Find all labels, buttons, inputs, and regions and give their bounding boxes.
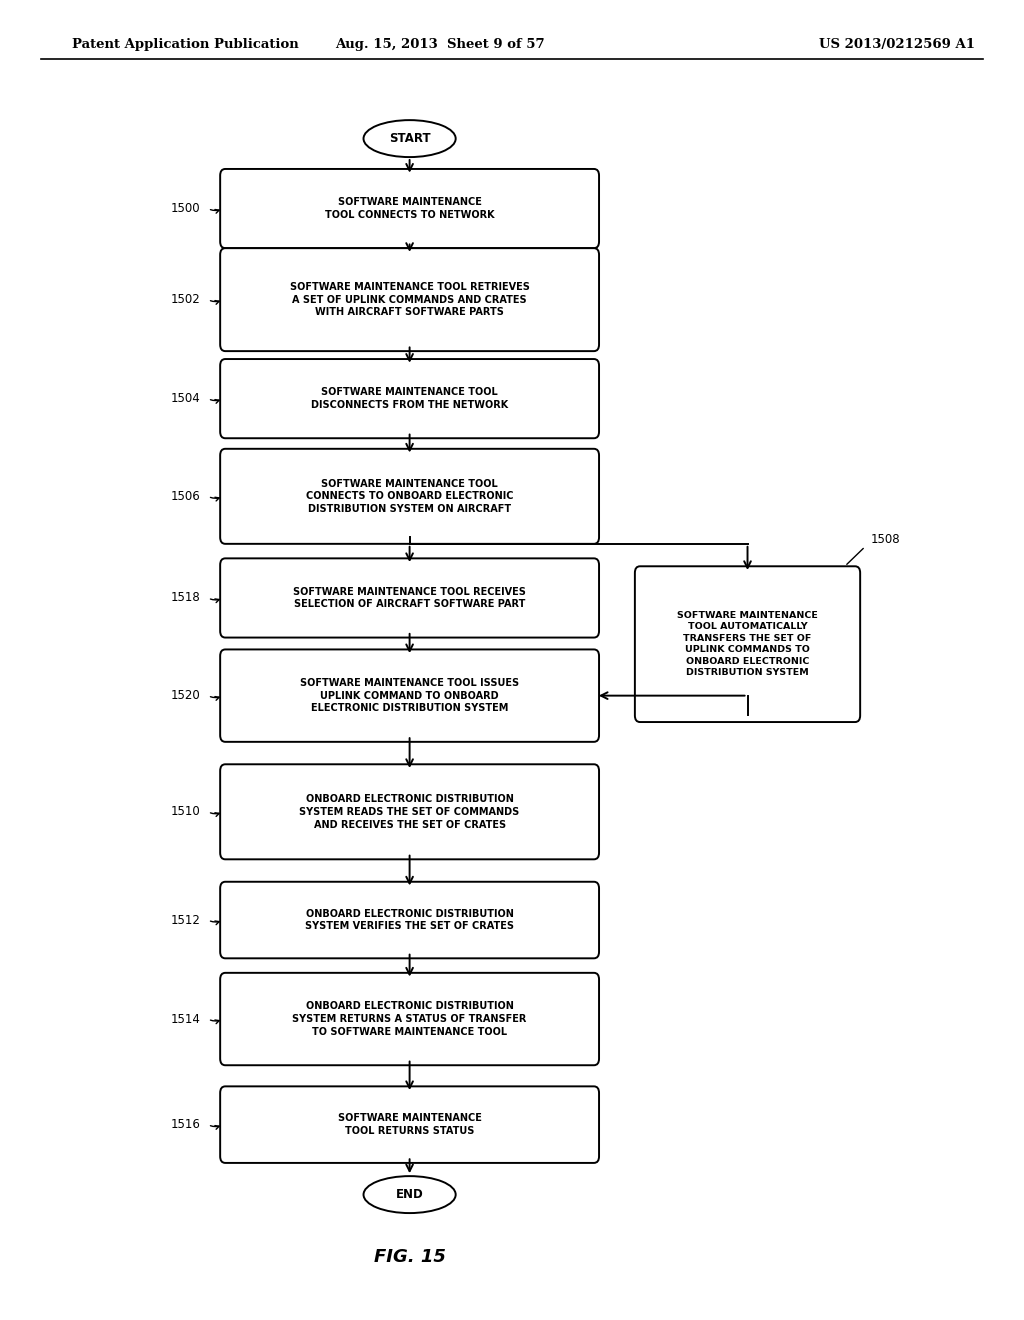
Text: 1510: 1510 — [171, 805, 201, 818]
Text: FIG. 15: FIG. 15 — [374, 1247, 445, 1266]
Text: 1518: 1518 — [171, 591, 201, 605]
Text: 1512: 1512 — [171, 913, 201, 927]
Text: 1500: 1500 — [171, 202, 201, 215]
Text: 1504: 1504 — [171, 392, 201, 405]
Text: SOFTWARE MAINTENANCE
TOOL CONNECTS TO NETWORK: SOFTWARE MAINTENANCE TOOL CONNECTS TO NE… — [325, 197, 495, 220]
Text: 1502: 1502 — [171, 293, 201, 306]
FancyBboxPatch shape — [635, 566, 860, 722]
FancyBboxPatch shape — [220, 558, 599, 638]
Text: Patent Application Publication: Patent Application Publication — [72, 38, 298, 51]
FancyBboxPatch shape — [220, 248, 599, 351]
FancyBboxPatch shape — [220, 973, 599, 1065]
Ellipse shape — [364, 120, 456, 157]
Text: SOFTWARE MAINTENANCE TOOL ISSUES
UPLINK COMMAND TO ONBOARD
ELECTRONIC DISTRIBUTI: SOFTWARE MAINTENANCE TOOL ISSUES UPLINK … — [300, 678, 519, 713]
Text: ONBOARD ELECTRONIC DISTRIBUTION
SYSTEM READS THE SET OF COMMANDS
AND RECEIVES TH: ONBOARD ELECTRONIC DISTRIBUTION SYSTEM R… — [299, 795, 520, 829]
FancyBboxPatch shape — [220, 1086, 599, 1163]
Text: 1508: 1508 — [870, 533, 900, 546]
FancyBboxPatch shape — [220, 449, 599, 544]
FancyBboxPatch shape — [220, 649, 599, 742]
FancyBboxPatch shape — [220, 169, 599, 248]
Text: SOFTWARE MAINTENANCE TOOL RECEIVES
SELECTION OF AIRCRAFT SOFTWARE PART: SOFTWARE MAINTENANCE TOOL RECEIVES SELEC… — [293, 586, 526, 610]
Text: ONBOARD ELECTRONIC DISTRIBUTION
SYSTEM VERIFIES THE SET OF CRATES: ONBOARD ELECTRONIC DISTRIBUTION SYSTEM V… — [305, 908, 514, 932]
FancyBboxPatch shape — [220, 359, 599, 438]
Text: SOFTWARE MAINTENANCE
TOOL AUTOMATICALLY
TRANSFERS THE SET OF
UPLINK COMMANDS TO
: SOFTWARE MAINTENANCE TOOL AUTOMATICALLY … — [677, 611, 818, 677]
FancyBboxPatch shape — [220, 882, 599, 958]
Ellipse shape — [364, 1176, 456, 1213]
Text: 1514: 1514 — [171, 1012, 201, 1026]
Text: 1506: 1506 — [171, 490, 201, 503]
Text: SOFTWARE MAINTENANCE
TOOL RETURNS STATUS: SOFTWARE MAINTENANCE TOOL RETURNS STATUS — [338, 1113, 481, 1137]
Text: SOFTWARE MAINTENANCE TOOL
CONNECTS TO ONBOARD ELECTRONIC
DISTRIBUTION SYSTEM ON : SOFTWARE MAINTENANCE TOOL CONNECTS TO ON… — [306, 479, 513, 513]
Text: START: START — [389, 132, 430, 145]
Text: Aug. 15, 2013  Sheet 9 of 57: Aug. 15, 2013 Sheet 9 of 57 — [336, 38, 545, 51]
Text: 1516: 1516 — [171, 1118, 201, 1131]
Text: US 2013/0212569 A1: US 2013/0212569 A1 — [819, 38, 975, 51]
Text: END: END — [395, 1188, 424, 1201]
Text: SOFTWARE MAINTENANCE TOOL
DISCONNECTS FROM THE NETWORK: SOFTWARE MAINTENANCE TOOL DISCONNECTS FR… — [311, 387, 508, 411]
Text: 1520: 1520 — [171, 689, 201, 702]
Text: SOFTWARE MAINTENANCE TOOL RETRIEVES
A SET OF UPLINK COMMANDS AND CRATES
WITH AIR: SOFTWARE MAINTENANCE TOOL RETRIEVES A SE… — [290, 282, 529, 317]
Text: ONBOARD ELECTRONIC DISTRIBUTION
SYSTEM RETURNS A STATUS OF TRANSFER
TO SOFTWARE : ONBOARD ELECTRONIC DISTRIBUTION SYSTEM R… — [293, 1002, 526, 1036]
FancyBboxPatch shape — [220, 764, 599, 859]
